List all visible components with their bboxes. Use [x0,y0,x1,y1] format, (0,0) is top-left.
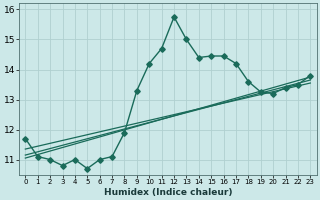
X-axis label: Humidex (Indice chaleur): Humidex (Indice chaleur) [104,188,232,197]
